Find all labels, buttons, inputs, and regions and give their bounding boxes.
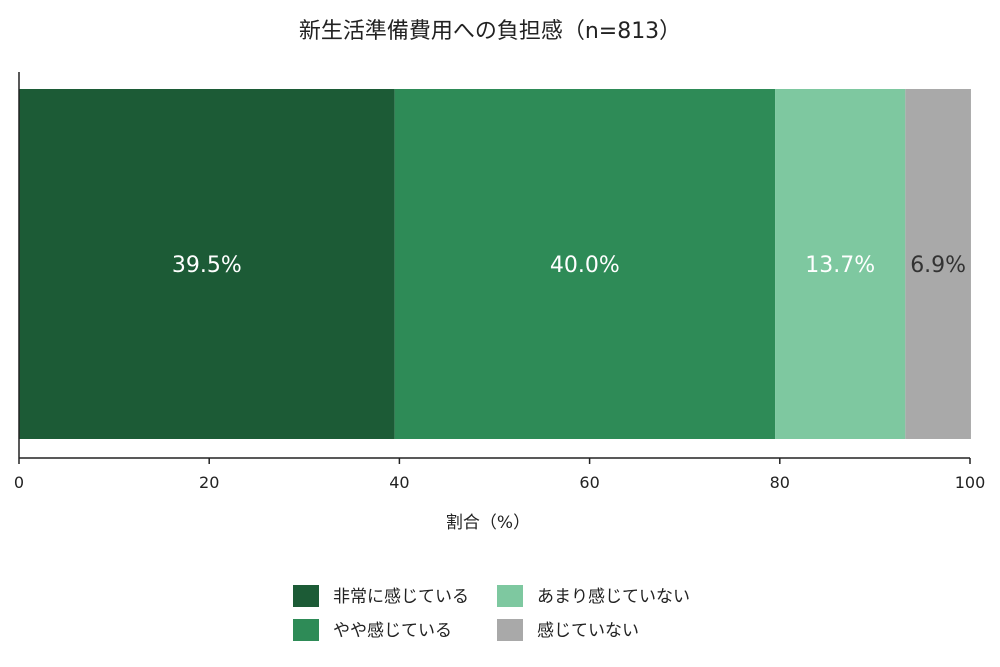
legend-swatch xyxy=(497,585,523,607)
bar-data-label: 40.0% xyxy=(550,253,620,278)
legend-label: 感じていない xyxy=(537,621,639,641)
legend-item: あまり感じていない xyxy=(497,585,690,607)
x-axis-ticks: 0 20 40 60 80 100 xyxy=(14,458,985,492)
x-tick-label: 40 xyxy=(389,473,409,492)
legend-swatch xyxy=(497,619,523,641)
x-axis-label: 割合（%） xyxy=(446,513,530,533)
bar-segment xyxy=(394,89,776,439)
legend-swatch xyxy=(293,585,319,607)
bar-group: 39.5% 40.0% 13.7% 6.9% xyxy=(19,89,971,439)
legend-item: 非常に感じている xyxy=(293,585,469,607)
legend-swatch xyxy=(293,619,319,641)
x-tick-label: 0 xyxy=(14,473,24,492)
x-tick-label: 100 xyxy=(955,473,986,492)
legend-item: やや感じている xyxy=(293,619,452,641)
bar-segment xyxy=(905,89,971,439)
x-tick-label: 60 xyxy=(579,473,599,492)
legend-item: 感じていない xyxy=(497,619,639,641)
legend-label: あまり感じていない xyxy=(537,587,690,607)
bar-data-label: 6.9% xyxy=(910,253,966,278)
legend-label: 非常に感じている xyxy=(333,587,469,607)
legend-label: やや感じている xyxy=(333,621,452,641)
chart-title: 新生活準備費用への負担感（n=813） xyxy=(299,19,681,44)
bar-data-label: 39.5% xyxy=(172,253,242,278)
bar-data-label: 13.7% xyxy=(805,253,875,278)
x-tick-label: 20 xyxy=(199,473,219,492)
x-tick-label: 80 xyxy=(770,473,790,492)
bar-segment xyxy=(775,89,906,439)
bar-segment xyxy=(19,89,395,439)
